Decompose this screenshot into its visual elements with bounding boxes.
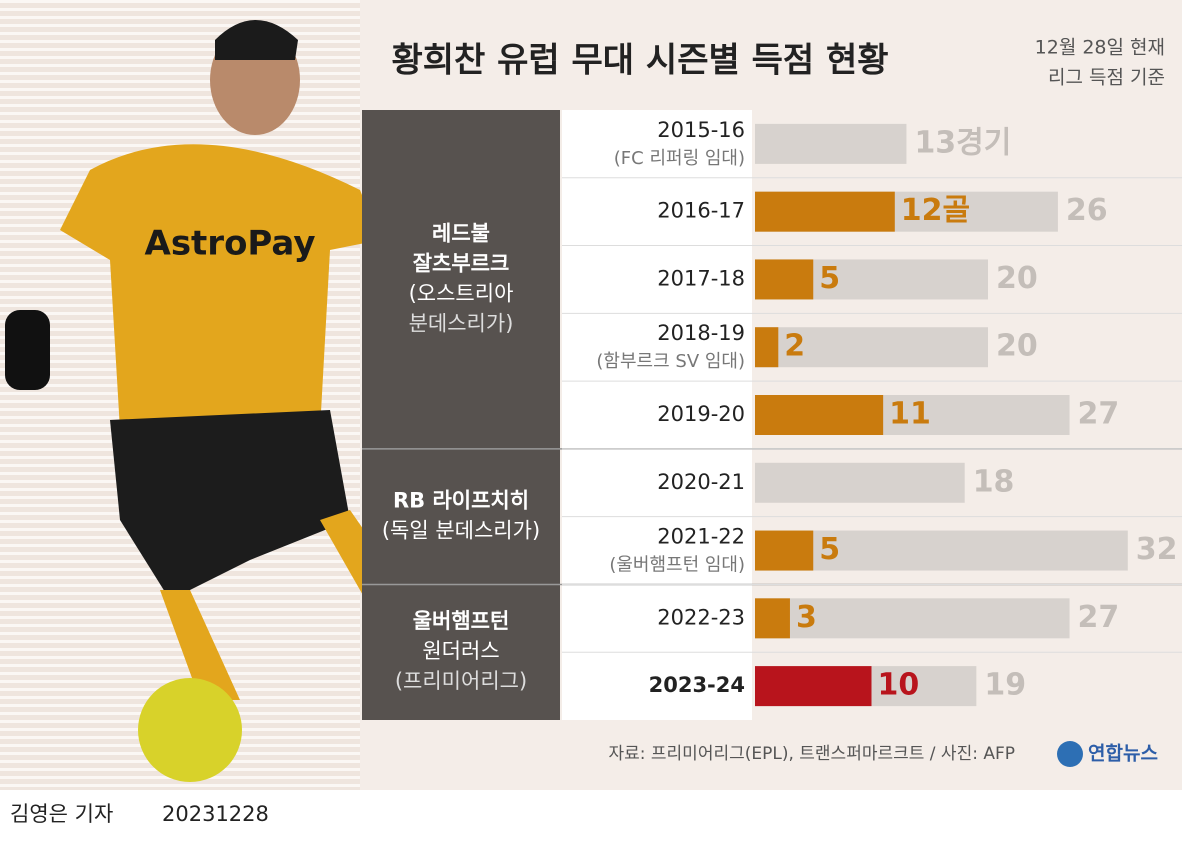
games-bar [755, 327, 988, 368]
season-sublabel: (울버햄프턴 임대) [609, 555, 745, 576]
note: 12월 28일 현재 [1035, 37, 1165, 59]
date: 20231228 [162, 802, 269, 826]
season-label: 2015-16 [657, 118, 745, 142]
season-sublabel: (함부르크 SV 임대) [596, 351, 745, 372]
games-bar [755, 598, 1070, 639]
source: 자료: 프리미어리그(EPL), 트랜스퍼마르크트 / 사진: AFP [608, 744, 1015, 764]
club-label: (프리미어리그) [395, 669, 527, 693]
note: 리그 득점 기준 [1048, 67, 1165, 89]
goals-bar [755, 598, 790, 639]
games-label: 27 [1078, 600, 1120, 635]
goals-label: 12골 [901, 193, 970, 228]
club-label: (독일 분데스리가) [382, 519, 540, 543]
games-label: 32 [1136, 532, 1178, 567]
games-bar [755, 530, 1128, 571]
season-label: 2016-17 [657, 199, 745, 223]
goals-label: 5 [819, 532, 840, 567]
goals-bar [755, 191, 895, 232]
goals-bar [755, 395, 884, 435]
goals-bar [755, 259, 814, 300]
club-label: 잘츠부르크 [413, 251, 510, 275]
season-label: 2020-21 [657, 470, 745, 494]
games-label: 18 [973, 464, 1015, 499]
club-label: 울버햄프턴 [413, 609, 510, 633]
games-label: 27 [1078, 397, 1120, 432]
logo: 연합뉴스 [1088, 743, 1158, 765]
goals-label: 5 [819, 261, 840, 296]
season-label: 2023-24 [649, 673, 745, 697]
goals-bar [755, 327, 779, 368]
goals-bar [755, 666, 872, 707]
goals-label: 10 [878, 668, 920, 703]
club-label: 원더러스 [422, 639, 499, 663]
games-label: 26 [1066, 193, 1108, 228]
games-bar [755, 123, 907, 164]
season-label: 2022-23 [657, 605, 745, 629]
club-label: RB 라이프치히 [393, 489, 529, 513]
season-column [562, 110, 752, 720]
reporter: 김영은 기자 [10, 802, 113, 826]
games-label: 20 [996, 261, 1038, 296]
games-bar [755, 462, 965, 503]
club-label: 분데스리가) [409, 311, 514, 335]
club-label: (오스트리아 [409, 281, 514, 305]
season-sublabel: (FC 리퍼링 임대) [614, 148, 745, 169]
svg-text:AstroPay: AstroPay [145, 224, 316, 264]
season-label: 2019-20 [657, 402, 745, 426]
season-label: 2017-18 [657, 266, 745, 290]
goals-bar [755, 530, 814, 571]
goals-label: 11 [889, 397, 931, 432]
club-label: 레드불 [432, 221, 490, 245]
season-label: 2021-22 [657, 525, 745, 549]
games-label: 20 [996, 329, 1038, 364]
goals-label: 3 [796, 600, 817, 635]
games-label: 19 [984, 668, 1026, 703]
games-label: 13경기 [914, 125, 1011, 160]
logo-icon [1057, 741, 1083, 767]
chart-title: 황희찬 유럽 무대 시즌별 득점 현황 [391, 41, 888, 81]
goals-label: 2 [784, 329, 805, 364]
season-label: 2018-19 [657, 321, 745, 345]
club-column [362, 110, 560, 720]
